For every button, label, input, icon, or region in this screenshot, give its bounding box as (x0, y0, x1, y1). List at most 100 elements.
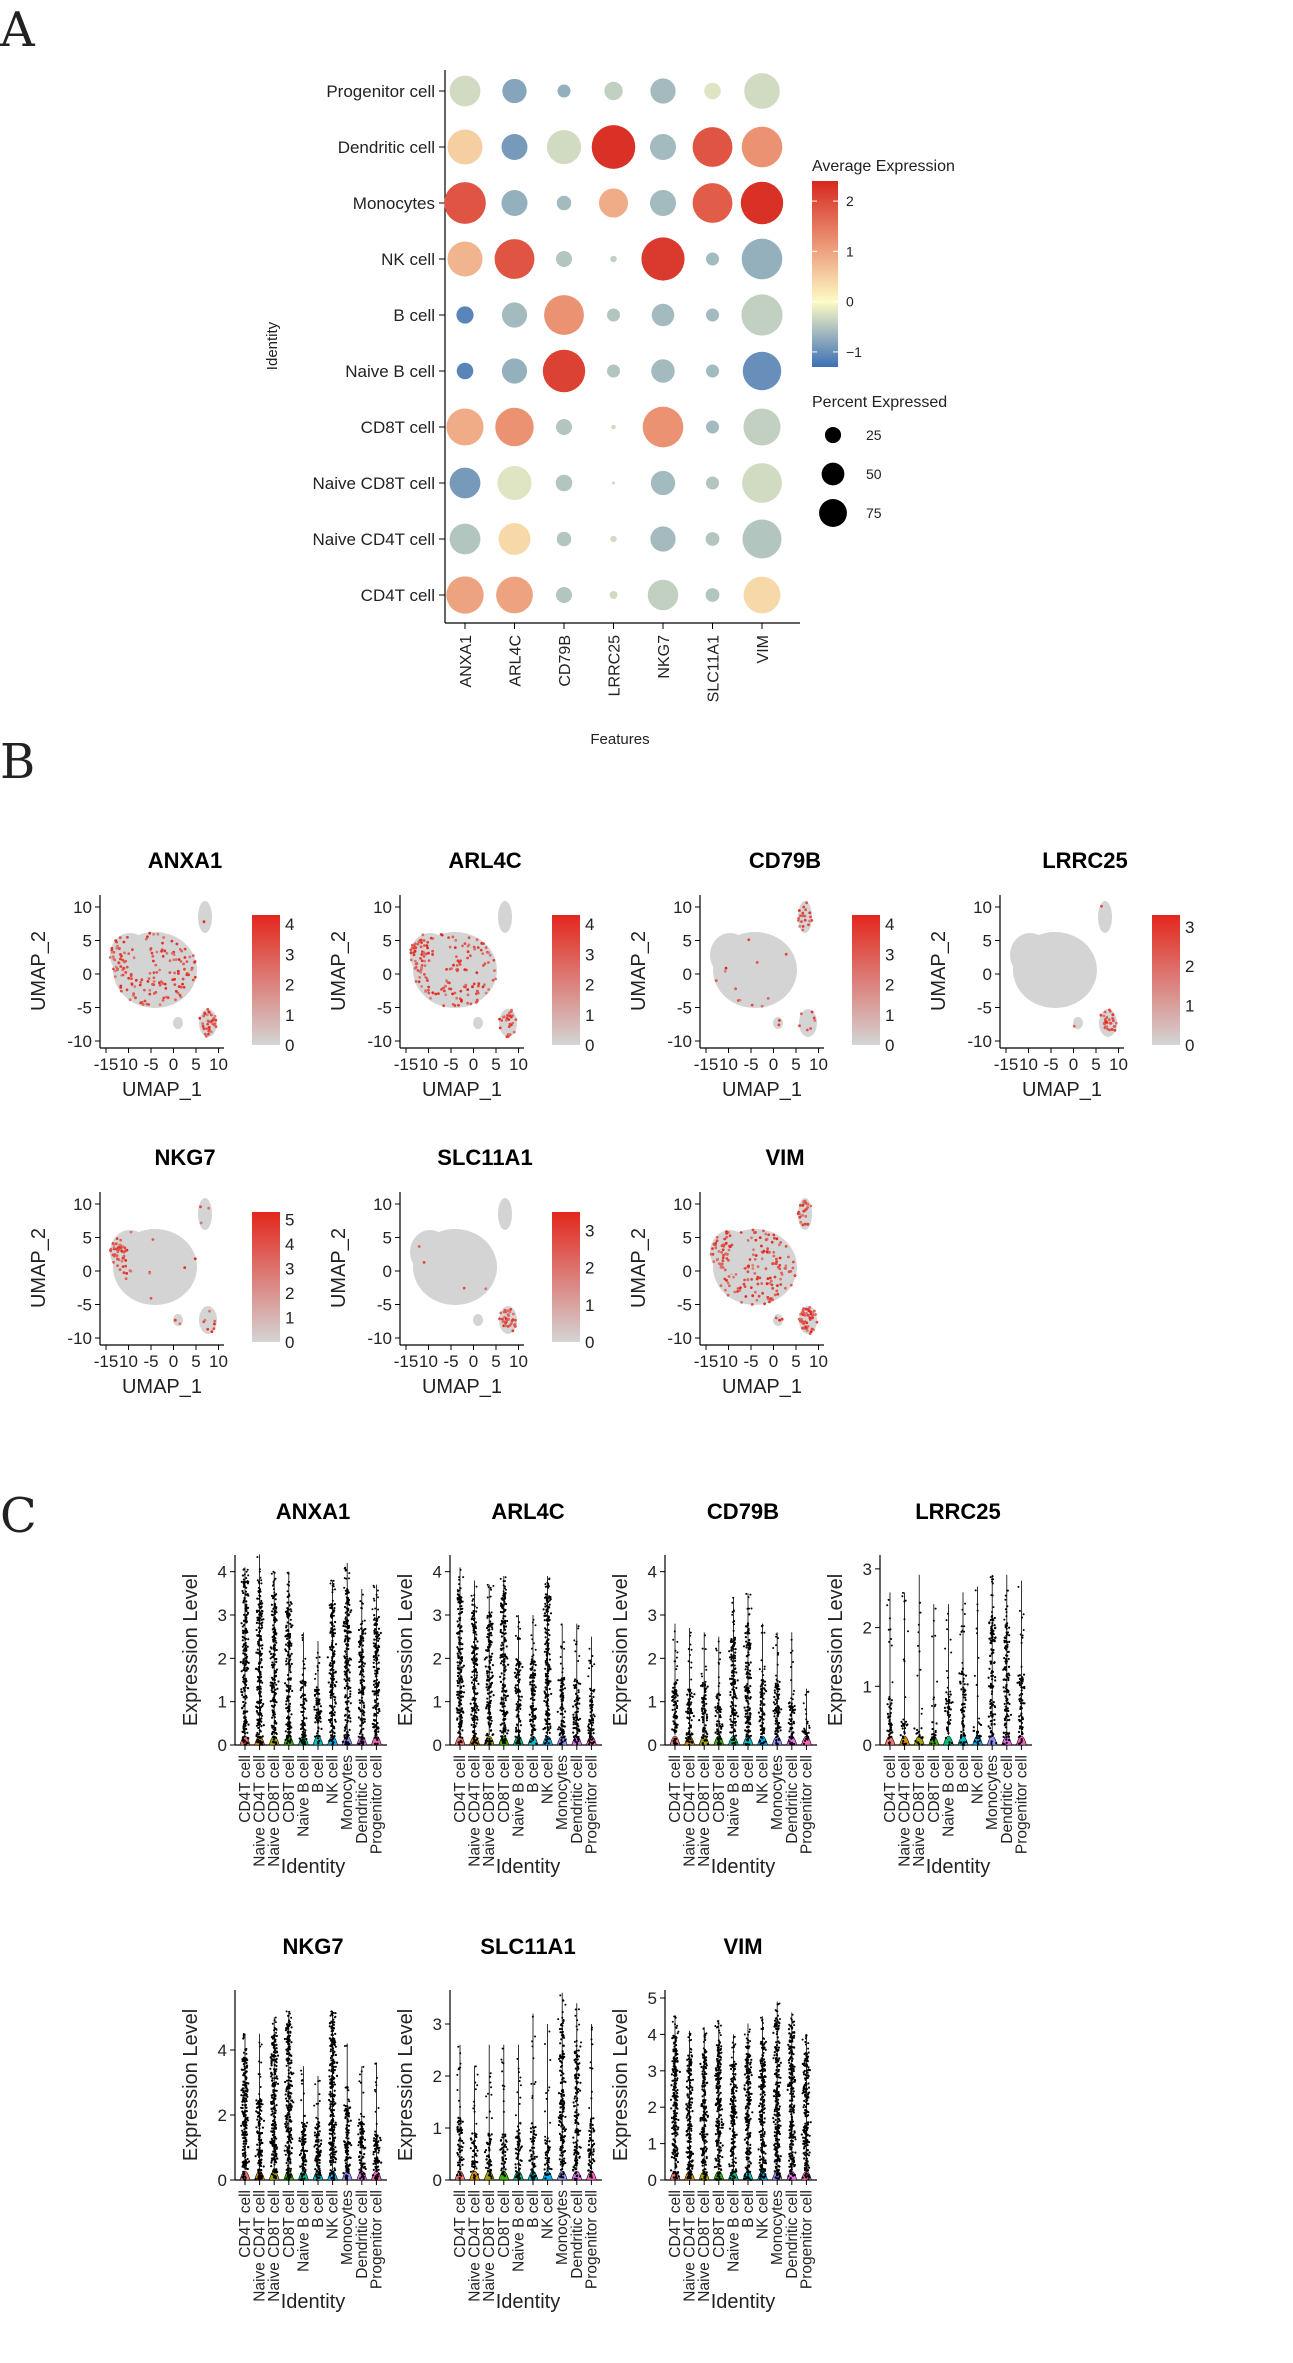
violin-point (577, 1718, 580, 1721)
violin-point (676, 1699, 679, 1702)
umap-cell (453, 991, 457, 995)
violin-point (473, 1734, 476, 1737)
violin-point (335, 1680, 338, 1684)
umap-cell (444, 993, 448, 997)
violin-y-tick-label: 4 (648, 1563, 657, 1582)
violin-point (247, 1723, 250, 1726)
violin-point (474, 1702, 477, 1705)
violin-point (244, 1716, 247, 1719)
umap-x-tick-label: -15 (394, 1352, 419, 1371)
umap-y-title: UMAP_2 (928, 931, 950, 1011)
umap-cell (813, 1309, 816, 1313)
violin-point (273, 1649, 276, 1652)
violin-point (460, 1695, 463, 1698)
umap-cell (112, 1246, 116, 1249)
violin-point (244, 1590, 247, 1593)
violin-point (242, 1599, 245, 1602)
violin-point (533, 1690, 537, 1693)
violin-point (343, 1620, 346, 1623)
violin-point (702, 1716, 705, 1719)
umap-cell (214, 1018, 218, 1022)
violin-point (375, 1656, 378, 1659)
violin-point (273, 1669, 276, 1672)
violin-point (301, 1738, 304, 1741)
umap-cell (176, 991, 180, 995)
violin-point (475, 1633, 478, 1636)
violin-point (271, 1610, 274, 1613)
umap-cell (143, 999, 147, 1003)
violin-point (547, 1728, 550, 1731)
violin-point (259, 1679, 263, 1682)
umap-cell (811, 1316, 814, 1320)
x-tick-label: ARL4C (508, 635, 525, 687)
umap-cell (431, 991, 435, 995)
umap-cell (775, 1289, 779, 1293)
umap-cell (127, 952, 131, 955)
violin-point (330, 1613, 333, 1617)
violin-point (705, 1719, 709, 1722)
violin-point (331, 1673, 334, 1677)
violin-point (374, 1701, 377, 1704)
violin-point (589, 1719, 592, 1722)
violin-point (257, 1642, 260, 1645)
violin-point (575, 1640, 578, 1643)
violin-point (488, 1724, 491, 1727)
dot (742, 463, 782, 503)
violin-point (348, 1714, 351, 1717)
violin-point (302, 1660, 305, 1663)
umap-cell (501, 1317, 504, 1321)
violin-point (361, 1661, 364, 1664)
umap-cell (507, 1314, 510, 1317)
umap-cell (423, 964, 427, 967)
violin-point (474, 1725, 477, 1728)
violin-point (246, 1568, 249, 1571)
violin-point (457, 1741, 460, 1744)
violin-point (345, 1653, 348, 1656)
umap-cell (125, 1272, 129, 1275)
violin-point (476, 1716, 479, 1719)
umap-cell (753, 1231, 756, 1235)
violin-point (271, 1661, 274, 1664)
violin-point (288, 1604, 291, 1607)
umap-cell (728, 1284, 731, 1288)
violin-point (502, 1711, 506, 1714)
violin-point (288, 1660, 291, 1663)
umap-y-tick-label: 5 (683, 1229, 692, 1248)
umap-cell (108, 956, 112, 959)
violin-point (247, 1667, 250, 1670)
dot (705, 420, 720, 434)
violin-point (499, 1577, 502, 1580)
violin-point (460, 1611, 463, 1614)
violin-point (519, 1627, 522, 1630)
umap-cell (445, 967, 448, 971)
umap-x-tick-label: 0 (769, 1352, 778, 1371)
violin-point (704, 1648, 707, 1651)
violin-point (672, 1704, 675, 1707)
umap-x-tick-label: -5 (443, 1055, 458, 1074)
violin-point (288, 1668, 291, 1672)
umap-cell (168, 971, 172, 974)
violin-y-title: Expression Level (395, 1574, 417, 1726)
umap-cell (152, 959, 155, 963)
violin-point (488, 1742, 491, 1745)
violin-point (288, 1721, 291, 1724)
violin-point (362, 1665, 365, 1668)
umap-cell (507, 1018, 511, 1021)
umap-title: VIM (765, 1145, 804, 1170)
umap-cell (122, 940, 126, 944)
umap-cell (416, 942, 420, 946)
violin-point (331, 1660, 334, 1663)
legend-color-title: Average Expression (812, 158, 955, 175)
violin-point (243, 1663, 247, 1667)
violin-point (576, 1710, 579, 1713)
umap-cell (746, 1278, 750, 1282)
violin-point (531, 1672, 535, 1675)
violin-point (303, 1702, 306, 1705)
violin-point (257, 1665, 261, 1669)
violin-point (460, 1713, 463, 1717)
umap-cell (746, 1270, 750, 1274)
legend-tick-label: 0 (846, 294, 854, 310)
violin-x-tick-label: Naive B cell (295, 1755, 312, 1837)
violin-point (287, 1708, 290, 1711)
violin-point (357, 1716, 360, 1719)
